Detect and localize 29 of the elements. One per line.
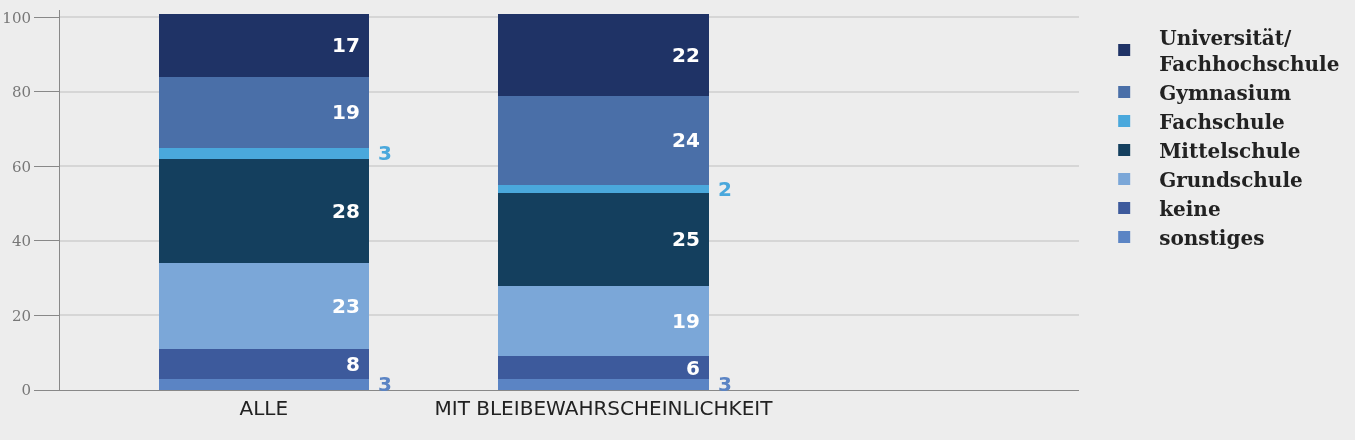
y-tick-label: 60 <box>11 157 31 176</box>
data-label: 24 <box>672 128 700 152</box>
data-label: 19 <box>332 100 360 124</box>
data-label: 22 <box>672 43 700 67</box>
data-label: 6 <box>686 356 700 380</box>
data-label: 19 <box>672 309 700 333</box>
legend-label: Grundschule <box>1159 167 1303 192</box>
data-label: 2 <box>718 177 732 201</box>
data-label: 3 <box>718 372 732 396</box>
data-label: 8 <box>346 352 360 376</box>
y-tick-label: 40 <box>11 232 31 251</box>
y-tick-label: 20 <box>11 306 31 325</box>
data-label: 28 <box>332 199 360 223</box>
x-tick-label: ALLE <box>239 396 289 420</box>
legend-label: Universität/ Fachhochschule <box>1159 25 1340 76</box>
data-label: 25 <box>672 227 700 251</box>
legend-label: keine <box>1159 196 1221 221</box>
legend-label: sonstiges <box>1159 225 1265 250</box>
x-tick-label: MIT BLEIBEWAHRSCHEINLICHKEIT <box>434 396 774 420</box>
y-tick-label: 100 <box>2 8 31 27</box>
legend-label: Gymnasium <box>1159 80 1292 105</box>
data-label: 23 <box>332 294 360 318</box>
y-tick-label: 80 <box>11 83 31 102</box>
legend-label: Mittelschule <box>1159 138 1301 163</box>
data-label: 3 <box>378 141 392 165</box>
data-label: 3 <box>378 372 392 396</box>
legend-label: Fachschule <box>1159 109 1285 134</box>
y-tick-label: 0 <box>21 381 31 400</box>
data-label: 17 <box>332 33 360 57</box>
